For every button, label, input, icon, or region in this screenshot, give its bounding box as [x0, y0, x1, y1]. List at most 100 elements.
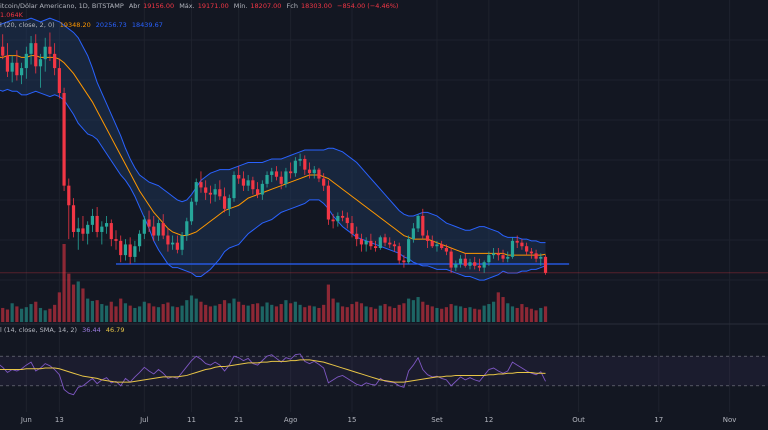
candle-body — [194, 182, 198, 202]
candle-body — [189, 201, 194, 222]
volume-bar — [48, 308, 52, 322]
volume-bar — [388, 306, 392, 322]
rsi-legend[interactable]: l (14, close, SMA, 14, 2) 36.44 46.79 — [0, 326, 127, 335]
candle-body — [529, 251, 533, 254]
open-label: Abr — [128, 2, 141, 10]
volume-bar — [227, 303, 231, 322]
candle-body — [232, 174, 236, 199]
horizontal-line[interactable] — [0, 263, 768, 274]
candle-body — [175, 242, 179, 250]
volume-bar — [359, 303, 364, 322]
volume-bar — [5, 309, 10, 322]
volume-bar — [364, 306, 368, 322]
volume-bar — [477, 309, 482, 322]
candle-body — [336, 215, 340, 222]
volume-bar — [345, 307, 349, 322]
candle-body — [543, 256, 548, 273]
rsi-pane — [0, 353, 768, 396]
candle-body — [369, 240, 373, 247]
candle-body — [487, 255, 491, 263]
volume-bar — [62, 244, 66, 322]
time-axis-label: 15 — [347, 416, 357, 424]
candle-body — [322, 178, 326, 186]
symbol-legend[interactable]: itcoin/Dólar Americano, 1D, BITSTAMP Abr… — [0, 2, 401, 11]
candle-body — [520, 242, 524, 247]
bb-lower-value: 18439.67 — [131, 21, 163, 29]
candle-body — [57, 68, 61, 94]
volume-bar — [454, 305, 458, 322]
candle-body — [10, 62, 14, 72]
volume-bar — [222, 300, 227, 322]
candle-body — [539, 256, 543, 259]
volume-bar — [520, 304, 524, 322]
symbol-title: itcoin/Dólar Americano, 1D, BITSTAMP — [0, 2, 124, 10]
time-axis-label: 11 — [187, 416, 196, 424]
candle-body — [407, 239, 411, 263]
candle-body — [34, 43, 38, 67]
volume-bar — [307, 305, 312, 322]
candle-body — [114, 239, 118, 241]
time-axis-label: Nov — [722, 416, 737, 424]
time-axis-label: Jun — [20, 416, 32, 424]
volume-bar — [67, 273, 71, 322]
bb-label: l (20, close, 2, 0) — [0, 21, 55, 29]
volume-bar — [241, 304, 246, 322]
volume-bar — [189, 295, 194, 322]
close-label: Fch — [286, 2, 298, 10]
candle-body — [53, 53, 57, 69]
volume-bar — [71, 284, 76, 322]
volume-bar — [289, 303, 293, 322]
candle-body — [227, 198, 231, 209]
candle-body — [359, 239, 364, 245]
candle-body — [133, 246, 137, 257]
candle-body — [147, 219, 151, 227]
volume-bar — [402, 303, 406, 322]
candle-body — [284, 171, 288, 184]
close-value: 18303.00 — [300, 2, 332, 10]
volume-bar — [543, 306, 548, 322]
volume-bar — [529, 308, 533, 322]
time-axis-label: 21 — [234, 416, 244, 424]
candle-body — [496, 253, 500, 256]
candle-body — [435, 244, 439, 247]
volume-bar — [29, 304, 33, 322]
volume-bar — [463, 307, 467, 322]
candle-body — [350, 223, 354, 234]
candle-body — [138, 233, 142, 247]
volume-bar — [260, 306, 264, 322]
rsi-value: 36.44 — [82, 326, 101, 334]
volume-bar — [444, 307, 448, 322]
volume-bar — [369, 307, 373, 322]
candle-body — [76, 228, 80, 232]
candle-body — [67, 185, 71, 206]
time-axis-label: Out — [572, 416, 585, 424]
candle-body — [71, 205, 76, 232]
volume-bar — [487, 304, 491, 322]
volume-bar — [194, 298, 198, 322]
volume-bar — [303, 307, 307, 322]
volume-bar — [76, 281, 80, 322]
candle-body — [218, 189, 222, 197]
volume-bar — [133, 307, 137, 322]
candle-body — [20, 68, 24, 76]
candle-body — [525, 246, 529, 252]
volume-bar — [38, 307, 43, 322]
volume-bar — [166, 302, 170, 322]
volume-bar — [492, 301, 496, 322]
bollinger-legend[interactable]: l (20, close, 2, 0) 19348.20 20256.73 18… — [0, 21, 166, 30]
volume-bar — [114, 306, 118, 322]
volume-bar — [425, 304, 430, 322]
volume-bar — [458, 306, 463, 322]
volume-bar — [501, 297, 505, 322]
candle-body — [180, 235, 184, 250]
volume-bar — [407, 298, 411, 322]
candle-body — [355, 233, 359, 240]
candle-body — [331, 219, 335, 222]
volume-legend[interactable]: 1.064K — [0, 11, 26, 20]
volume-bar — [331, 298, 335, 322]
volume-bar — [86, 298, 90, 322]
candle-body — [109, 223, 113, 240]
candle-body — [24, 53, 28, 69]
candle-body — [312, 169, 316, 174]
